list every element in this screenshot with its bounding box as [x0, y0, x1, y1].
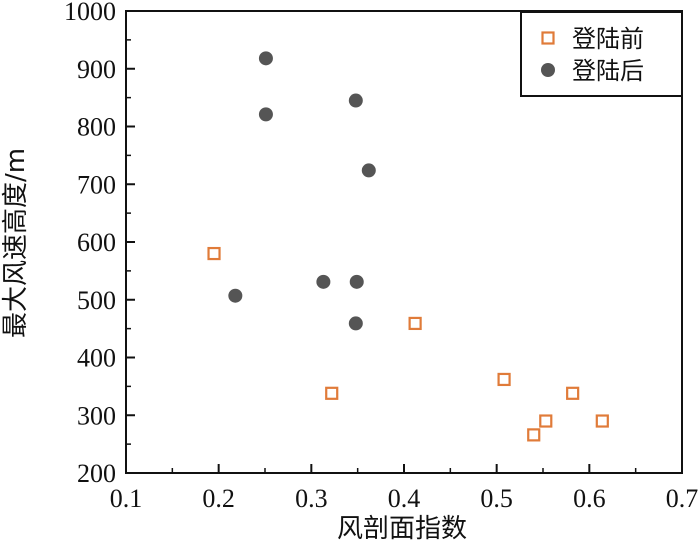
x-tick-label: 0.1 — [110, 484, 143, 513]
x-tick-label: 0.5 — [480, 484, 513, 513]
x-tick-label: 0.7 — [666, 484, 699, 513]
x-tick-label: 0.4 — [388, 484, 421, 513]
point-after-landing — [316, 274, 331, 289]
y-tick-label: 900 — [77, 55, 116, 84]
legend-marker-after-landing — [541, 63, 555, 77]
data-points — [207, 51, 609, 442]
point-before-landing — [539, 414, 553, 428]
y-axis-title: 最大风速高度/m — [1, 148, 31, 338]
point-after-landing — [228, 288, 243, 303]
point-before-landing — [408, 316, 422, 331]
y-tick-label: 300 — [77, 401, 116, 430]
point-after-landing — [361, 163, 376, 178]
y-tick-label: 500 — [77, 286, 116, 315]
legend-marker-before-landing — [541, 31, 555, 45]
point-before-landing — [497, 372, 511, 387]
point-before-landing — [207, 246, 221, 261]
x-tick-label: 0.3 — [295, 484, 328, 513]
y-tick-label: 800 — [77, 113, 116, 142]
y-tick-label: 1000 — [64, 0, 116, 26]
point-before-landing — [527, 428, 541, 442]
point-after-landing — [349, 274, 364, 289]
point-before-landing — [325, 386, 339, 400]
y-tick-label: 600 — [77, 228, 116, 257]
point-after-landing — [348, 93, 363, 108]
point-before-landing — [566, 386, 580, 400]
y-tick-label: 400 — [77, 344, 116, 373]
x-tick-label: 0.6 — [573, 484, 606, 513]
ticks: 0.1 0.2 0.3 0.4 0.5 0.6 0.7 200 300 400 500 600 700 8… — [64, 0, 698, 513]
legend-box — [520, 11, 683, 97]
x-axis-title: 风剖面指数 — [337, 514, 467, 544]
point-after-landing — [258, 51, 273, 66]
point-after-landing — [258, 107, 273, 122]
legend-label-after-landing: 登陆后 — [572, 57, 644, 85]
legend-label-before-landing: 登陆前 — [572, 25, 644, 53]
y-tick-label: 200 — [77, 459, 116, 488]
y-tick-label: 700 — [77, 170, 116, 199]
point-before-landing — [595, 414, 609, 428]
point-after-landing — [348, 316, 363, 331]
x-tick-label: 0.2 — [202, 484, 235, 513]
